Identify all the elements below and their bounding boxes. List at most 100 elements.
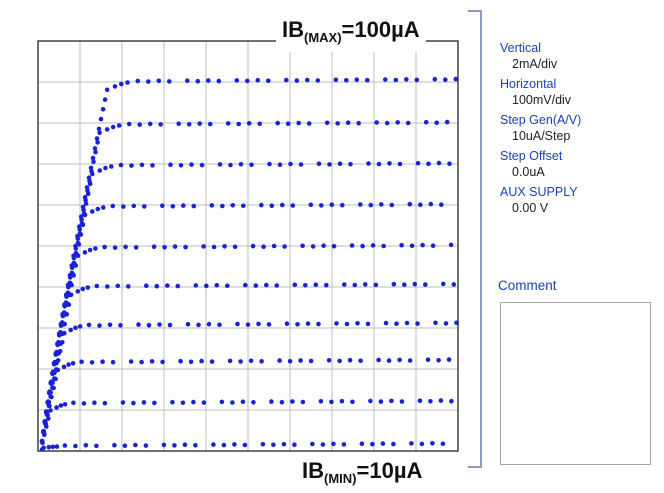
trace-point-ib-4 [344,321,350,327]
trace-point-ib-2 [219,399,225,405]
trace-point-ib-4 [316,321,321,327]
trace-point-ib-6 [102,244,107,250]
trace-point-ib-9 [89,169,94,174]
trace-point-ib-10 [185,78,190,83]
trace-point-ib-2 [438,398,444,403]
trace-point-ib-1 [310,441,315,447]
trace-point-ib-4 [256,321,261,327]
trace-point-ib-8 [277,162,283,167]
trace-point-ib-7 [269,203,275,208]
step-offset-label: Step Offset [500,149,563,163]
trace-point-ib-1 [409,441,414,446]
trace-point-ib-9 [306,121,312,126]
trace-point-ib-9 [356,120,362,126]
trace-point-ib-1 [232,442,237,447]
trace-point-ib-4 [206,321,212,327]
trace-point-ib-10 [245,78,250,84]
trace-point-ib-1 [221,442,227,448]
trace-point-ib-5 [175,283,181,289]
trace-point-ib-10 [65,282,71,288]
trace-point-ib-7 [439,202,444,207]
trace-point-ib-9 [345,120,351,125]
comment-input[interactable] [500,302,651,465]
trace-point-ib-4 [433,320,438,326]
step-offset-value: 0.0uA [512,165,545,179]
trace-point-ib-2 [251,400,256,405]
ib-max-subscript: (MAX) [304,30,342,45]
ib-min-prefix: IB [302,458,324,483]
trace-point-ib-10 [84,185,90,190]
trace-point-ib-1 [242,442,248,448]
trace-point-ib-6 [282,244,287,249]
trace-point-ib-3 [89,360,95,365]
trace-point-ib-10 [206,78,211,83]
trace-point-ib-8 [288,161,293,167]
trace-point-ib-3 [139,359,144,365]
trace-point-ib-10 [94,136,100,141]
trace-point-ib-9 [296,120,302,126]
trace-point-ib-2 [180,400,186,406]
trace-point-ib-10 [294,78,300,83]
trace-point-ib-1 [182,442,188,448]
trace-point-ib-2 [350,399,355,405]
trace-point-ib-10 [96,126,102,132]
trace-point-ib-5 [94,283,100,289]
trace-point-ib-5 [80,286,86,292]
trace-point-ib-4 [266,322,272,327]
trace-point-ib-7 [191,203,197,209]
trace-point-ib-1 [94,443,99,449]
trace-point-ib-3 [436,358,441,363]
trace-point-ib-5 [274,283,280,288]
trace-point-ib-5 [402,282,407,288]
comment-label: Comment [498,278,557,293]
trace-point-ib-3 [100,359,105,365]
trace-point-ib-7 [160,203,165,208]
trace-point-ib-9 [335,121,341,126]
ib-max-value: =100µA [341,17,420,42]
trace-point-ib-2 [399,399,405,404]
trace-point-ib-6 [123,244,128,250]
trace-point-ib-3 [287,358,293,364]
trace-point-ib-10 [216,78,222,84]
trace-point-ib-3 [358,358,363,364]
trace-point-ib-9 [176,121,181,126]
trace-point-ib-2 [102,400,108,406]
trace-point-ib-8 [366,161,371,166]
trace-point-ib-1 [419,441,425,447]
trace-point-ib-5 [292,282,298,288]
trace-point-ib-10 [42,419,47,425]
trace-point-ib-5 [126,284,131,289]
trace-point-ib-1 [292,442,297,448]
trace-point-ib-3 [128,359,134,364]
trace-point-ib-3 [308,358,314,364]
trace-point-ib-1 [46,444,52,450]
trace-point-ib-6 [331,243,337,249]
trace-point-ib-8 [376,161,382,167]
trace-point-ib-7 [418,202,423,208]
trace-point-ib-6 [300,243,305,249]
trace-point-ib-3 [298,358,303,363]
trace-point-ib-6 [321,243,326,248]
trace-point-ib-9 [374,120,380,125]
trace-point-ib-4 [86,322,92,328]
trace-point-ib-10 [393,77,399,83]
trace-point-ib-7 [241,203,246,209]
trace-point-ib-10 [75,233,80,239]
trace-point-ib-7 [308,202,314,208]
ib-min-annotation: IB(MIN)=10µA [296,457,429,493]
trace-point-ib-1 [193,443,198,448]
trace-point-ib-2 [329,399,334,405]
trace-point-ib-8 [327,162,332,167]
trace-point-ib-3 [79,359,84,365]
trace-point-ib-10 [383,77,388,82]
trace-point-ib-7 [95,206,101,212]
trace-point-ib-7 [259,202,264,208]
trace-point-ib-10 [333,77,339,83]
trace-point-ib-6 [271,243,277,249]
trace-point-ib-6 [211,244,217,250]
trace-point-ib-7 [340,202,345,208]
trace-point-ib-10 [62,302,67,307]
trace-point-ib-10 [135,78,141,84]
trace-point-ib-7 [368,202,374,208]
trace-point-ib-3 [110,359,116,365]
